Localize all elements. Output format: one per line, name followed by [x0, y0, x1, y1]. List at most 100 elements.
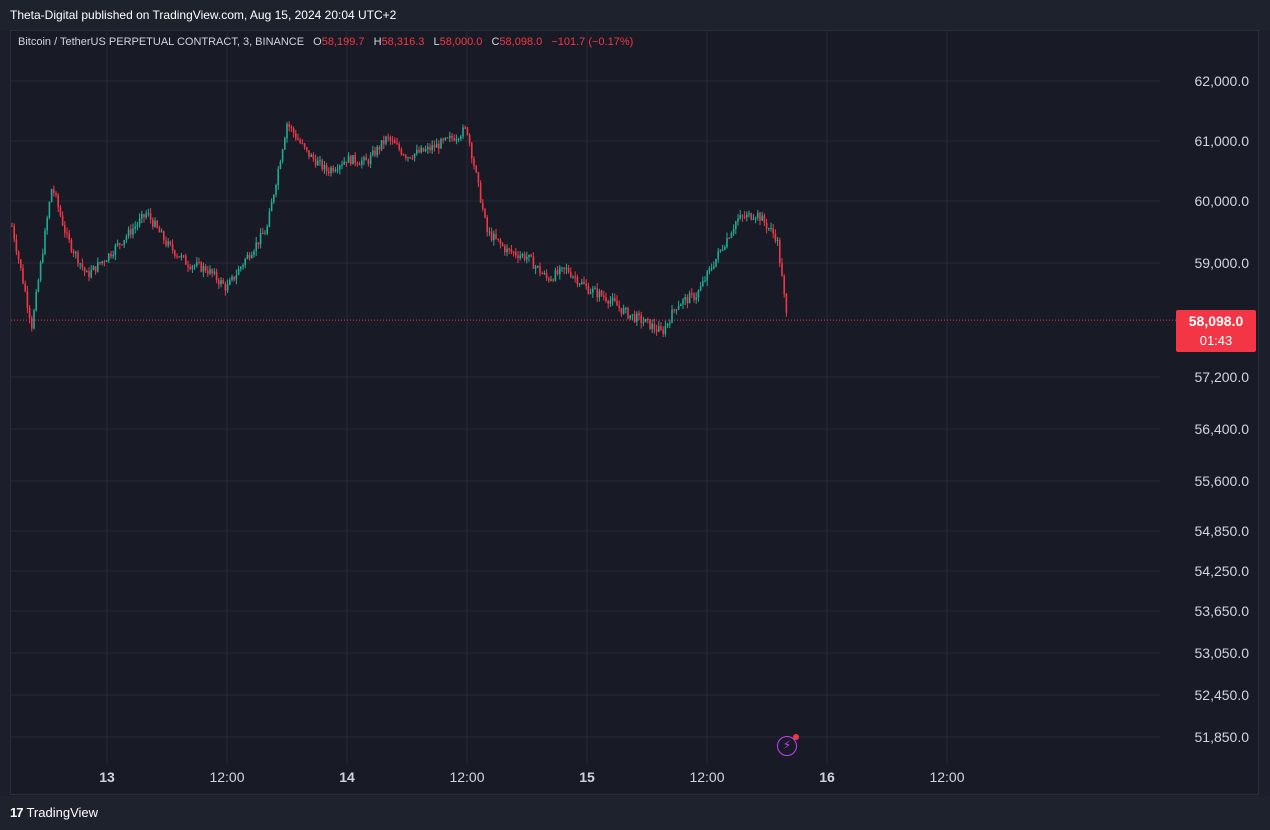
candle-body [449, 136, 451, 138]
candle-body [310, 154, 312, 157]
candle-body [121, 244, 123, 246]
candle-body [651, 323, 653, 330]
candle-body [534, 266, 537, 269]
candle-body [154, 220, 156, 227]
symbol-legend: Bitcoin / TetherUS PERPETUAL CONTRACT, 3… [18, 36, 633, 48]
candle-body [644, 318, 647, 323]
candle-body [779, 240, 781, 264]
candle-body [638, 313, 640, 316]
candle-body [622, 308, 625, 314]
candle-body [746, 214, 748, 218]
candle-body [299, 139, 301, 143]
candle-body [134, 226, 136, 229]
open-value: 58,199.7 [321, 36, 365, 48]
low-label: L [433, 36, 440, 48]
y-axis-tick-label: 60,000.0 [1195, 193, 1250, 209]
candle-body [83, 267, 86, 272]
candle-body [235, 275, 238, 280]
candle-body [48, 202, 51, 218]
candle-body [204, 265, 207, 272]
candle-body [70, 239, 73, 252]
candle-body [781, 263, 783, 277]
candle-body [378, 146, 381, 150]
candle-body [398, 144, 400, 150]
y-axis-tick-label: 57,200.0 [1195, 369, 1250, 385]
candle-body [363, 157, 365, 161]
tradingview-logo[interactable]: 17 TradingView [10, 805, 98, 820]
candle-body [101, 261, 103, 264]
candle-body [277, 168, 279, 186]
candle-body [574, 276, 576, 278]
candle-body [642, 322, 645, 324]
candle-body [53, 189, 55, 193]
bar-countdown: 01:43 [1199, 333, 1233, 348]
y-axis-tick-label: 54,250.0 [1195, 563, 1250, 579]
candle-body [26, 291, 29, 308]
candle-body [662, 329, 664, 334]
candle-body [545, 273, 548, 278]
candle-body [138, 218, 141, 225]
candle-body [451, 136, 453, 139]
candle-body [402, 154, 405, 156]
candle-body [196, 262, 198, 266]
candle-body [213, 271, 216, 274]
candle-body [724, 247, 726, 250]
candle-body [669, 322, 671, 324]
close-label: C [491, 36, 500, 48]
candle-body [761, 215, 763, 221]
candle-body [664, 325, 667, 334]
candle-body [541, 273, 543, 275]
candle-body [127, 229, 130, 237]
candle-body [715, 258, 717, 267]
candle-body [257, 242, 260, 245]
candle-body [655, 329, 658, 332]
candle-body [328, 171, 330, 174]
candle-body [136, 224, 139, 227]
symbol-name[interactable]: Bitcoin / TetherUS PERPETUAL CONTRACT, 3… [18, 36, 305, 48]
candle-body [22, 267, 24, 284]
candle-body [224, 283, 227, 291]
candle-body [506, 248, 508, 253]
candle-body [770, 228, 772, 230]
candle-body [673, 309, 675, 311]
candle-body [50, 189, 53, 203]
candle-body [125, 236, 128, 241]
candle-body [741, 215, 744, 217]
tradingview-logo-icon: 17 [10, 805, 24, 820]
candle-body [273, 194, 275, 203]
candle-body [537, 266, 539, 268]
x-axis-tick-label: 15 [579, 769, 595, 785]
candle-body [64, 225, 66, 233]
candle-body [88, 271, 90, 278]
candle-body [361, 160, 363, 165]
candle-body [680, 304, 682, 307]
candle-body [523, 254, 526, 260]
candle-body [554, 270, 557, 281]
candle-body [411, 158, 414, 160]
candle-body [427, 146, 429, 150]
candle-body [376, 146, 378, 156]
candle-body [493, 234, 495, 241]
candle-body [325, 164, 328, 172]
candle-body [440, 139, 442, 149]
lightning-bolt-icon[interactable]: ⚡ [777, 734, 799, 756]
candle-body [486, 217, 488, 233]
candle-body [242, 264, 244, 267]
last-price-tag: 58,098.0 01:43 [1176, 310, 1256, 352]
candle-body [444, 137, 447, 140]
high-label: H [373, 36, 382, 48]
chart-frame[interactable] [10, 30, 1259, 795]
candle-body [616, 300, 618, 306]
candle-body [57, 195, 59, 208]
y-axis-tick-label: 59,000.0 [1195, 255, 1250, 271]
y-axis-tick-label: 55,600.0 [1195, 473, 1250, 489]
candle-body [735, 221, 737, 230]
candle-body [572, 276, 574, 278]
candle-body [343, 161, 345, 165]
candle-body [473, 158, 475, 167]
x-axis-tick-label: 16 [819, 769, 835, 785]
candle-body [466, 127, 469, 135]
y-axis-tick-label: 61,000.0 [1195, 133, 1250, 149]
candle-body [495, 234, 497, 239]
